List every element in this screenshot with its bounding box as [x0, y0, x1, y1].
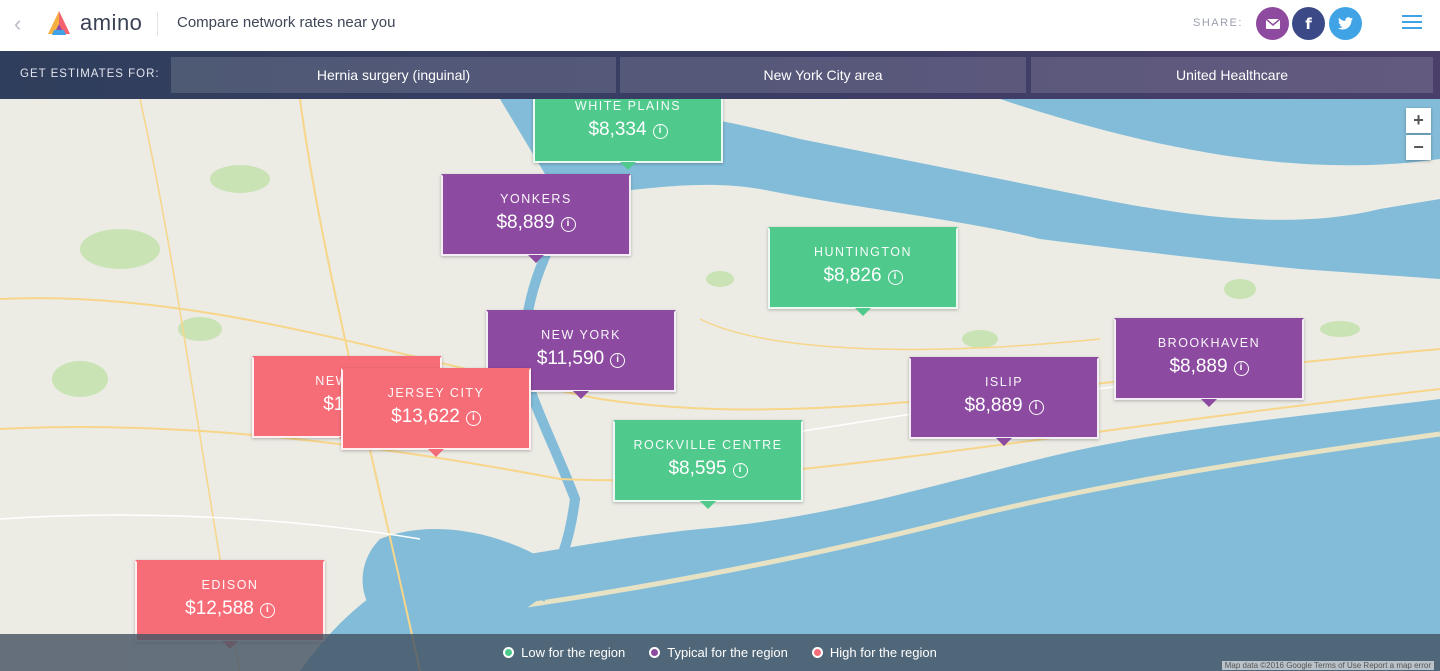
- pin-city: JERSEY CITY: [387, 386, 485, 400]
- legend-high: High for the region: [811, 645, 937, 660]
- legend-bar: Low for the region Typical for the regio…: [0, 634, 1440, 671]
- insurer-selector[interactable]: United Healthcare: [1031, 57, 1433, 93]
- legend-typical-label: Typical for the region: [667, 645, 788, 660]
- share-twitter-button[interactable]: [1329, 7, 1362, 40]
- price-pin-edison[interactable]: EDISON $12,588 i: [135, 560, 325, 649]
- estimates-bar: GET ESTIMATES FOR: Hernia surgery (ingui…: [0, 51, 1440, 99]
- legend-low-label: Low for the region: [521, 645, 626, 660]
- twitter-icon: [1338, 17, 1353, 30]
- pin-price: $8,889: [964, 395, 1023, 416]
- price-pin-huntington[interactable]: HUNTINGTON $8,826 i: [768, 227, 958, 316]
- procedure-selector[interactable]: Hernia surgery (inguinal): [171, 57, 616, 93]
- info-icon[interactable]: i: [259, 603, 275, 618]
- chevron-left-icon[interactable]: ‹: [14, 11, 22, 36]
- pin-price: $8,334: [588, 119, 647, 140]
- pin-city: HUNTINGTON: [813, 245, 913, 259]
- map-view[interactable]: + − WHITE PLAINS $8,334 i YONKERS $8,889 i…: [0, 99, 1440, 671]
- legend-high-label: High for the region: [829, 645, 937, 660]
- pin-price: $8,595: [668, 458, 727, 479]
- zoom-out-button[interactable]: −: [1406, 135, 1431, 160]
- info-icon[interactable]: i: [610, 353, 626, 368]
- location-selector[interactable]: New York City area: [620, 57, 1026, 93]
- hamburger-menu-icon[interactable]: [1402, 15, 1422, 29]
- pin-price: $11,590: [536, 348, 605, 369]
- pin-price: $13,622: [391, 406, 460, 427]
- pin-city: WHITE PLAINS: [574, 99, 682, 113]
- legend-typical: Typical for the region: [649, 645, 788, 660]
- pin-city: ISLIP: [984, 375, 1024, 389]
- price-pin-islip[interactable]: ISLIP $8,889 i: [909, 357, 1099, 446]
- info-icon[interactable]: i: [732, 463, 748, 478]
- share-email-button[interactable]: [1256, 7, 1289, 40]
- info-icon[interactable]: i: [652, 124, 668, 139]
- pin-price: $8,889: [496, 212, 555, 233]
- pin-city: BROOKHAVEN: [1157, 336, 1261, 350]
- pin-city: NEW YORK: [541, 328, 621, 342]
- typical-dot-icon: [649, 647, 661, 658]
- pin-city: YONKERS: [500, 192, 572, 206]
- info-icon[interactable]: i: [560, 217, 576, 232]
- price-pin-brookhaven[interactable]: BROOKHAVEN $8,889 i: [1114, 318, 1304, 407]
- map-credit[interactable]: Map data ©2016 Google Terms of Use Repor…: [1221, 661, 1434, 670]
- high-dot-icon: [811, 647, 823, 658]
- facebook-icon: f: [1305, 14, 1312, 33]
- estimates-label: GET ESTIMATES FOR:: [20, 68, 160, 80]
- low-dot-icon: [503, 647, 515, 658]
- pin-city: ROCKVILLE CENTRE: [633, 438, 783, 452]
- price-pin-rockville-centre[interactable]: ROCKVILLE CENTRE $8,595 i: [613, 420, 803, 509]
- price-pin-jersey-city[interactable]: JERSEY CITY $13,622 i: [341, 368, 531, 457]
- pin-city: EDISON: [201, 578, 259, 592]
- pin-price: $12,588: [185, 598, 254, 619]
- price-pin-yonkers[interactable]: YONKERS $8,889 i: [441, 174, 631, 263]
- share-facebook-button[interactable]: f: [1292, 7, 1325, 40]
- header-divider: [157, 12, 158, 36]
- info-icon[interactable]: i: [1233, 361, 1249, 376]
- page-title: Compare network rates near you: [177, 14, 396, 31]
- pin-price: $8,826: [823, 265, 882, 286]
- logo-text[interactable]: amino: [80, 10, 143, 35]
- amino-logo-icon[interactable]: [46, 10, 72, 36]
- top-header: ‹ amino Compare network rates near you S…: [0, 0, 1440, 51]
- pin-price: $8,889: [1169, 356, 1228, 377]
- legend-low: Low for the region: [503, 645, 625, 660]
- info-icon[interactable]: i: [887, 270, 903, 285]
- zoom-in-button[interactable]: +: [1406, 108, 1431, 133]
- info-icon[interactable]: i: [465, 411, 481, 426]
- info-icon[interactable]: i: [1028, 400, 1044, 415]
- email-icon: [1265, 18, 1280, 29]
- price-pin-white-plains[interactable]: WHITE PLAINS $8,334 i: [533, 99, 723, 170]
- share-label: SHARE:: [1193, 17, 1243, 29]
